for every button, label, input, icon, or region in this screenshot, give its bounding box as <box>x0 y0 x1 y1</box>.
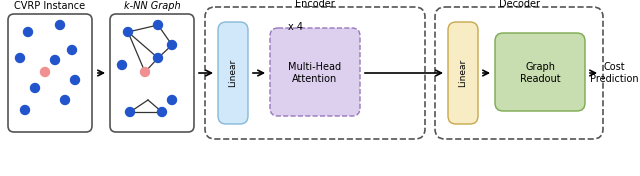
Circle shape <box>51 55 60 64</box>
Circle shape <box>31 83 40 93</box>
Circle shape <box>157 108 166 117</box>
Text: Linear: Linear <box>228 59 237 87</box>
FancyBboxPatch shape <box>270 28 360 116</box>
Circle shape <box>70 76 79 84</box>
Circle shape <box>15 54 24 62</box>
Circle shape <box>40 68 49 77</box>
FancyBboxPatch shape <box>495 33 585 111</box>
Text: Multi-Head
Attention: Multi-Head Attention <box>289 62 342 84</box>
FancyBboxPatch shape <box>218 22 248 124</box>
Circle shape <box>154 20 163 30</box>
Text: k-NN Graph: k-NN Graph <box>124 1 180 11</box>
Circle shape <box>20 105 29 115</box>
Text: Graph
Readout: Graph Readout <box>520 62 560 84</box>
Circle shape <box>61 96 70 105</box>
Text: CVRP Instance: CVRP Instance <box>15 1 86 11</box>
FancyBboxPatch shape <box>448 22 478 124</box>
Circle shape <box>168 40 177 49</box>
Text: x 4: x 4 <box>287 22 303 32</box>
FancyBboxPatch shape <box>110 14 194 132</box>
Circle shape <box>24 27 33 36</box>
Text: Linear: Linear <box>458 59 467 87</box>
Circle shape <box>125 108 134 117</box>
Text: Encoder: Encoder <box>295 0 335 9</box>
FancyBboxPatch shape <box>8 14 92 132</box>
Circle shape <box>154 54 163 62</box>
Circle shape <box>141 68 150 77</box>
Text: Cost
Prediction: Cost Prediction <box>589 62 638 84</box>
Text: Decoder: Decoder <box>499 0 540 9</box>
Circle shape <box>118 61 127 70</box>
Circle shape <box>56 20 65 30</box>
Circle shape <box>124 27 132 36</box>
Circle shape <box>168 96 177 105</box>
Circle shape <box>67 46 77 55</box>
